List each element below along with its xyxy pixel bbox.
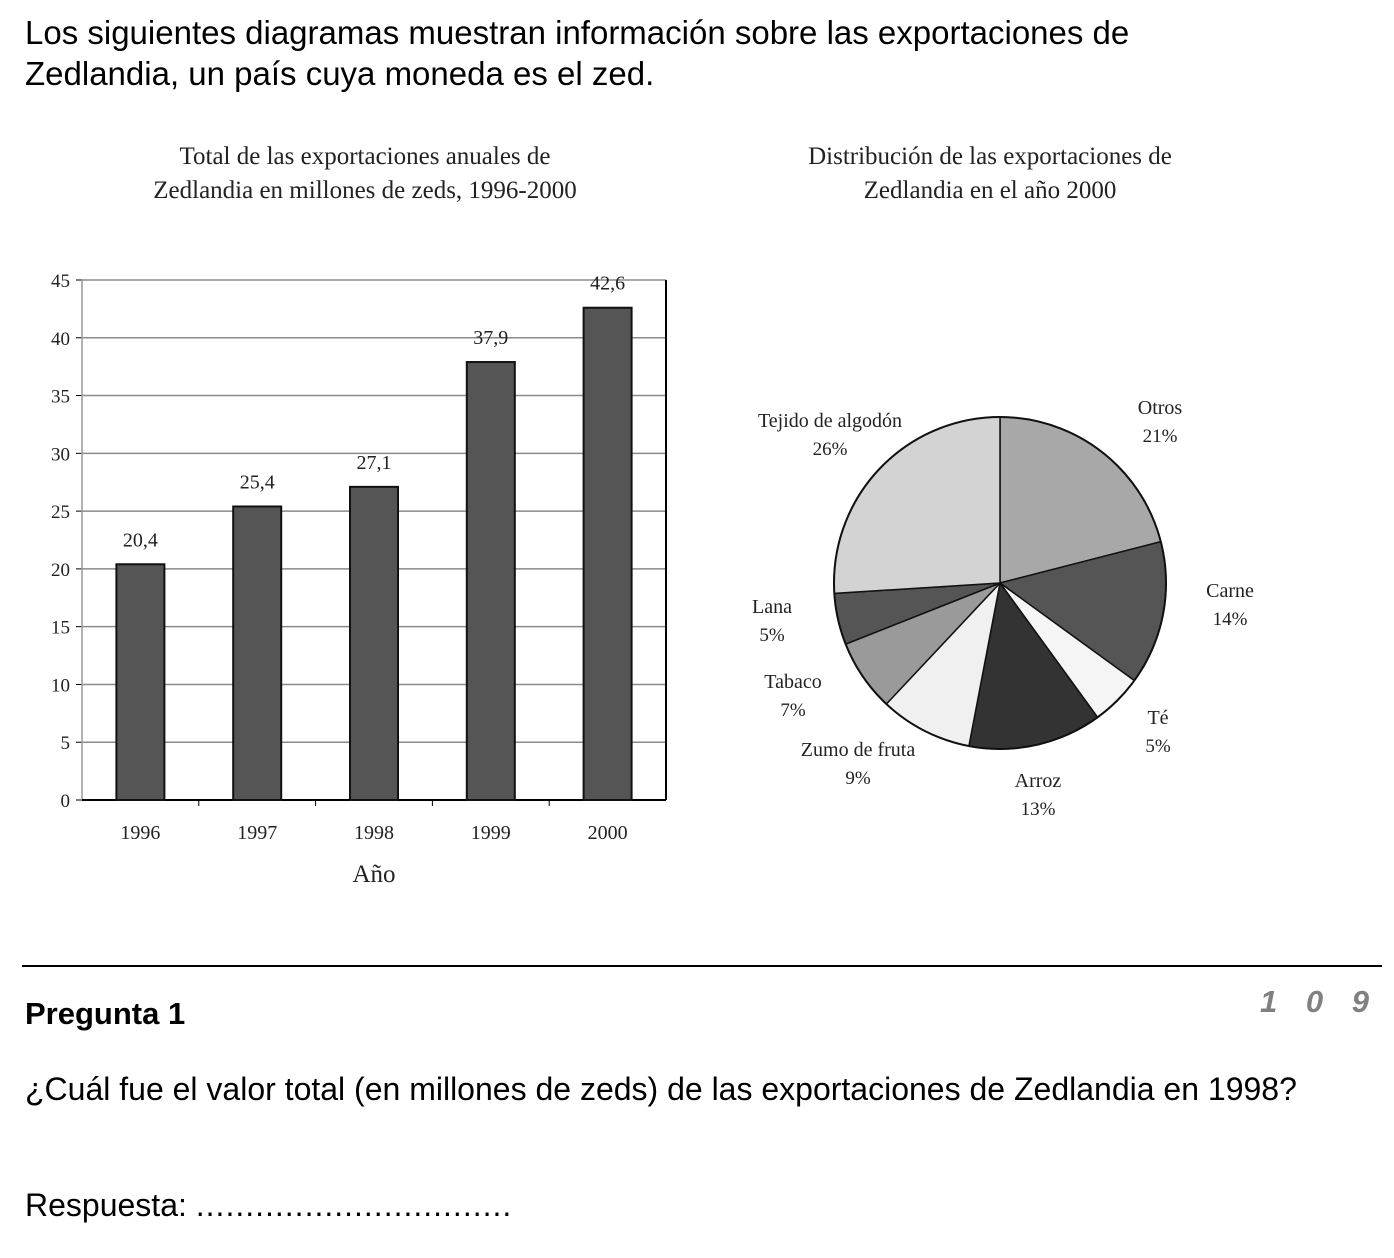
y-tick-label: 40 xyxy=(51,329,70,350)
x-tick-label: 1999 xyxy=(471,822,511,844)
bar-1997 xyxy=(232,505,283,801)
question-text: ¿Cuál fue el valor total (en millones de… xyxy=(25,1071,1297,1107)
x-axis-title: Año xyxy=(352,861,395,888)
bar-1998 xyxy=(349,485,399,801)
pie-slice-percent: 13% xyxy=(1021,799,1056,820)
section-divider xyxy=(22,965,1382,967)
intro-text: Los siguientes diagramas muestran inform… xyxy=(25,12,1325,94)
y-tick-label: 5 xyxy=(61,733,71,754)
bar-value-label: 25,4 xyxy=(240,471,275,493)
pie-slice-label: Té xyxy=(1147,707,1168,729)
bar-chart: 0 5 10 15 20 25 30 35 40 45 20,4 1996 25,4 1997 27,1 19… xyxy=(51,271,667,888)
pie-slice-percent: 26% xyxy=(813,439,848,460)
pie-slice-tejido-de-algodón xyxy=(833,416,1001,595)
x-tick-label: 1996 xyxy=(120,822,160,844)
pie-slice-percent: 21% xyxy=(1143,426,1178,447)
pie-slice-label: Arroz xyxy=(1015,770,1062,792)
y-tick-label: 30 xyxy=(51,444,70,465)
bar-value-label: 42,6 xyxy=(590,273,625,295)
bar-1996 xyxy=(115,563,166,801)
pie-slice-label: Zumo de fruta xyxy=(801,739,916,761)
y-tick-label: 35 xyxy=(51,387,70,408)
pie-outline xyxy=(833,416,1167,750)
pie-chart: Otros 21% Carne 14% Té 5% Arroz 13% Zumo de frut… xyxy=(752,397,1254,820)
pie-slice-percent: 5% xyxy=(759,625,785,646)
pie-slice-percent: 7% xyxy=(780,700,806,721)
answer-blank[interactable]: ................................ xyxy=(195,1187,513,1223)
pie-chart-title-line-1: Distribución de las exportaciones de xyxy=(808,143,1172,170)
y-tick-label: 0 xyxy=(61,791,71,812)
x-tick-label: 2000 xyxy=(588,822,628,844)
charts-canvas: 0 5 10 15 20 25 30 35 40 45 20,4 1996 25,4 1997 27,1 19… xyxy=(51,271,1254,888)
bar-2000 xyxy=(582,306,633,801)
page-number: 1 0 9 xyxy=(1260,984,1379,1019)
bar-value-label: 20,4 xyxy=(123,529,158,551)
pie-slice-label: Tejido de algodón xyxy=(758,410,902,432)
bar-chart-title-line-1: Total de las exportaciones anuales de xyxy=(179,143,551,170)
answer-label: Respuesta: xyxy=(25,1187,187,1223)
bar-value-label: 37,9 xyxy=(473,327,508,349)
y-tick-label: 15 xyxy=(51,618,70,639)
bar-chart-title: Total de las exportaciones anuales de Ze… xyxy=(70,140,660,208)
y-tick-label: 25 xyxy=(51,502,70,523)
pie-chart-title: Distribución de las exportaciones de Zed… xyxy=(720,140,1260,208)
pie-slice-label: Lana xyxy=(752,596,792,618)
pie-slice-percent: 14% xyxy=(1213,609,1248,630)
y-tick-label: 20 xyxy=(51,560,70,581)
y-tick-label: 45 xyxy=(51,271,70,292)
pie-slice-label: Tabaco xyxy=(764,671,821,693)
pie-slice-label: Otros xyxy=(1138,397,1183,419)
pie-chart-title-line-2: Zedlandia en el año 2000 xyxy=(863,177,1117,204)
bar-value-label: 27,1 xyxy=(357,452,392,474)
pie-slice-label: Carne xyxy=(1206,580,1254,602)
x-tick-label: 1998 xyxy=(354,822,394,844)
x-tick-label: 1997 xyxy=(237,822,277,844)
intro-line-1: Los siguientes diagramas muestran inform… xyxy=(25,14,1130,51)
bar-1999 xyxy=(465,361,516,801)
question-label: Pregunta 1 xyxy=(25,996,186,1031)
intro-line-2: Zedlandia, un país cuya moneda es el zed… xyxy=(25,55,655,92)
y-tick-label: 10 xyxy=(51,675,70,696)
pie-slice-percent: 5% xyxy=(1145,736,1171,757)
pie-slice-percent: 9% xyxy=(845,768,871,789)
bar-chart-title-line-2: Zedlandia en millones de zeds, 1996-2000 xyxy=(153,177,577,204)
answer-line: Respuesta: .............................… xyxy=(25,1187,512,1224)
